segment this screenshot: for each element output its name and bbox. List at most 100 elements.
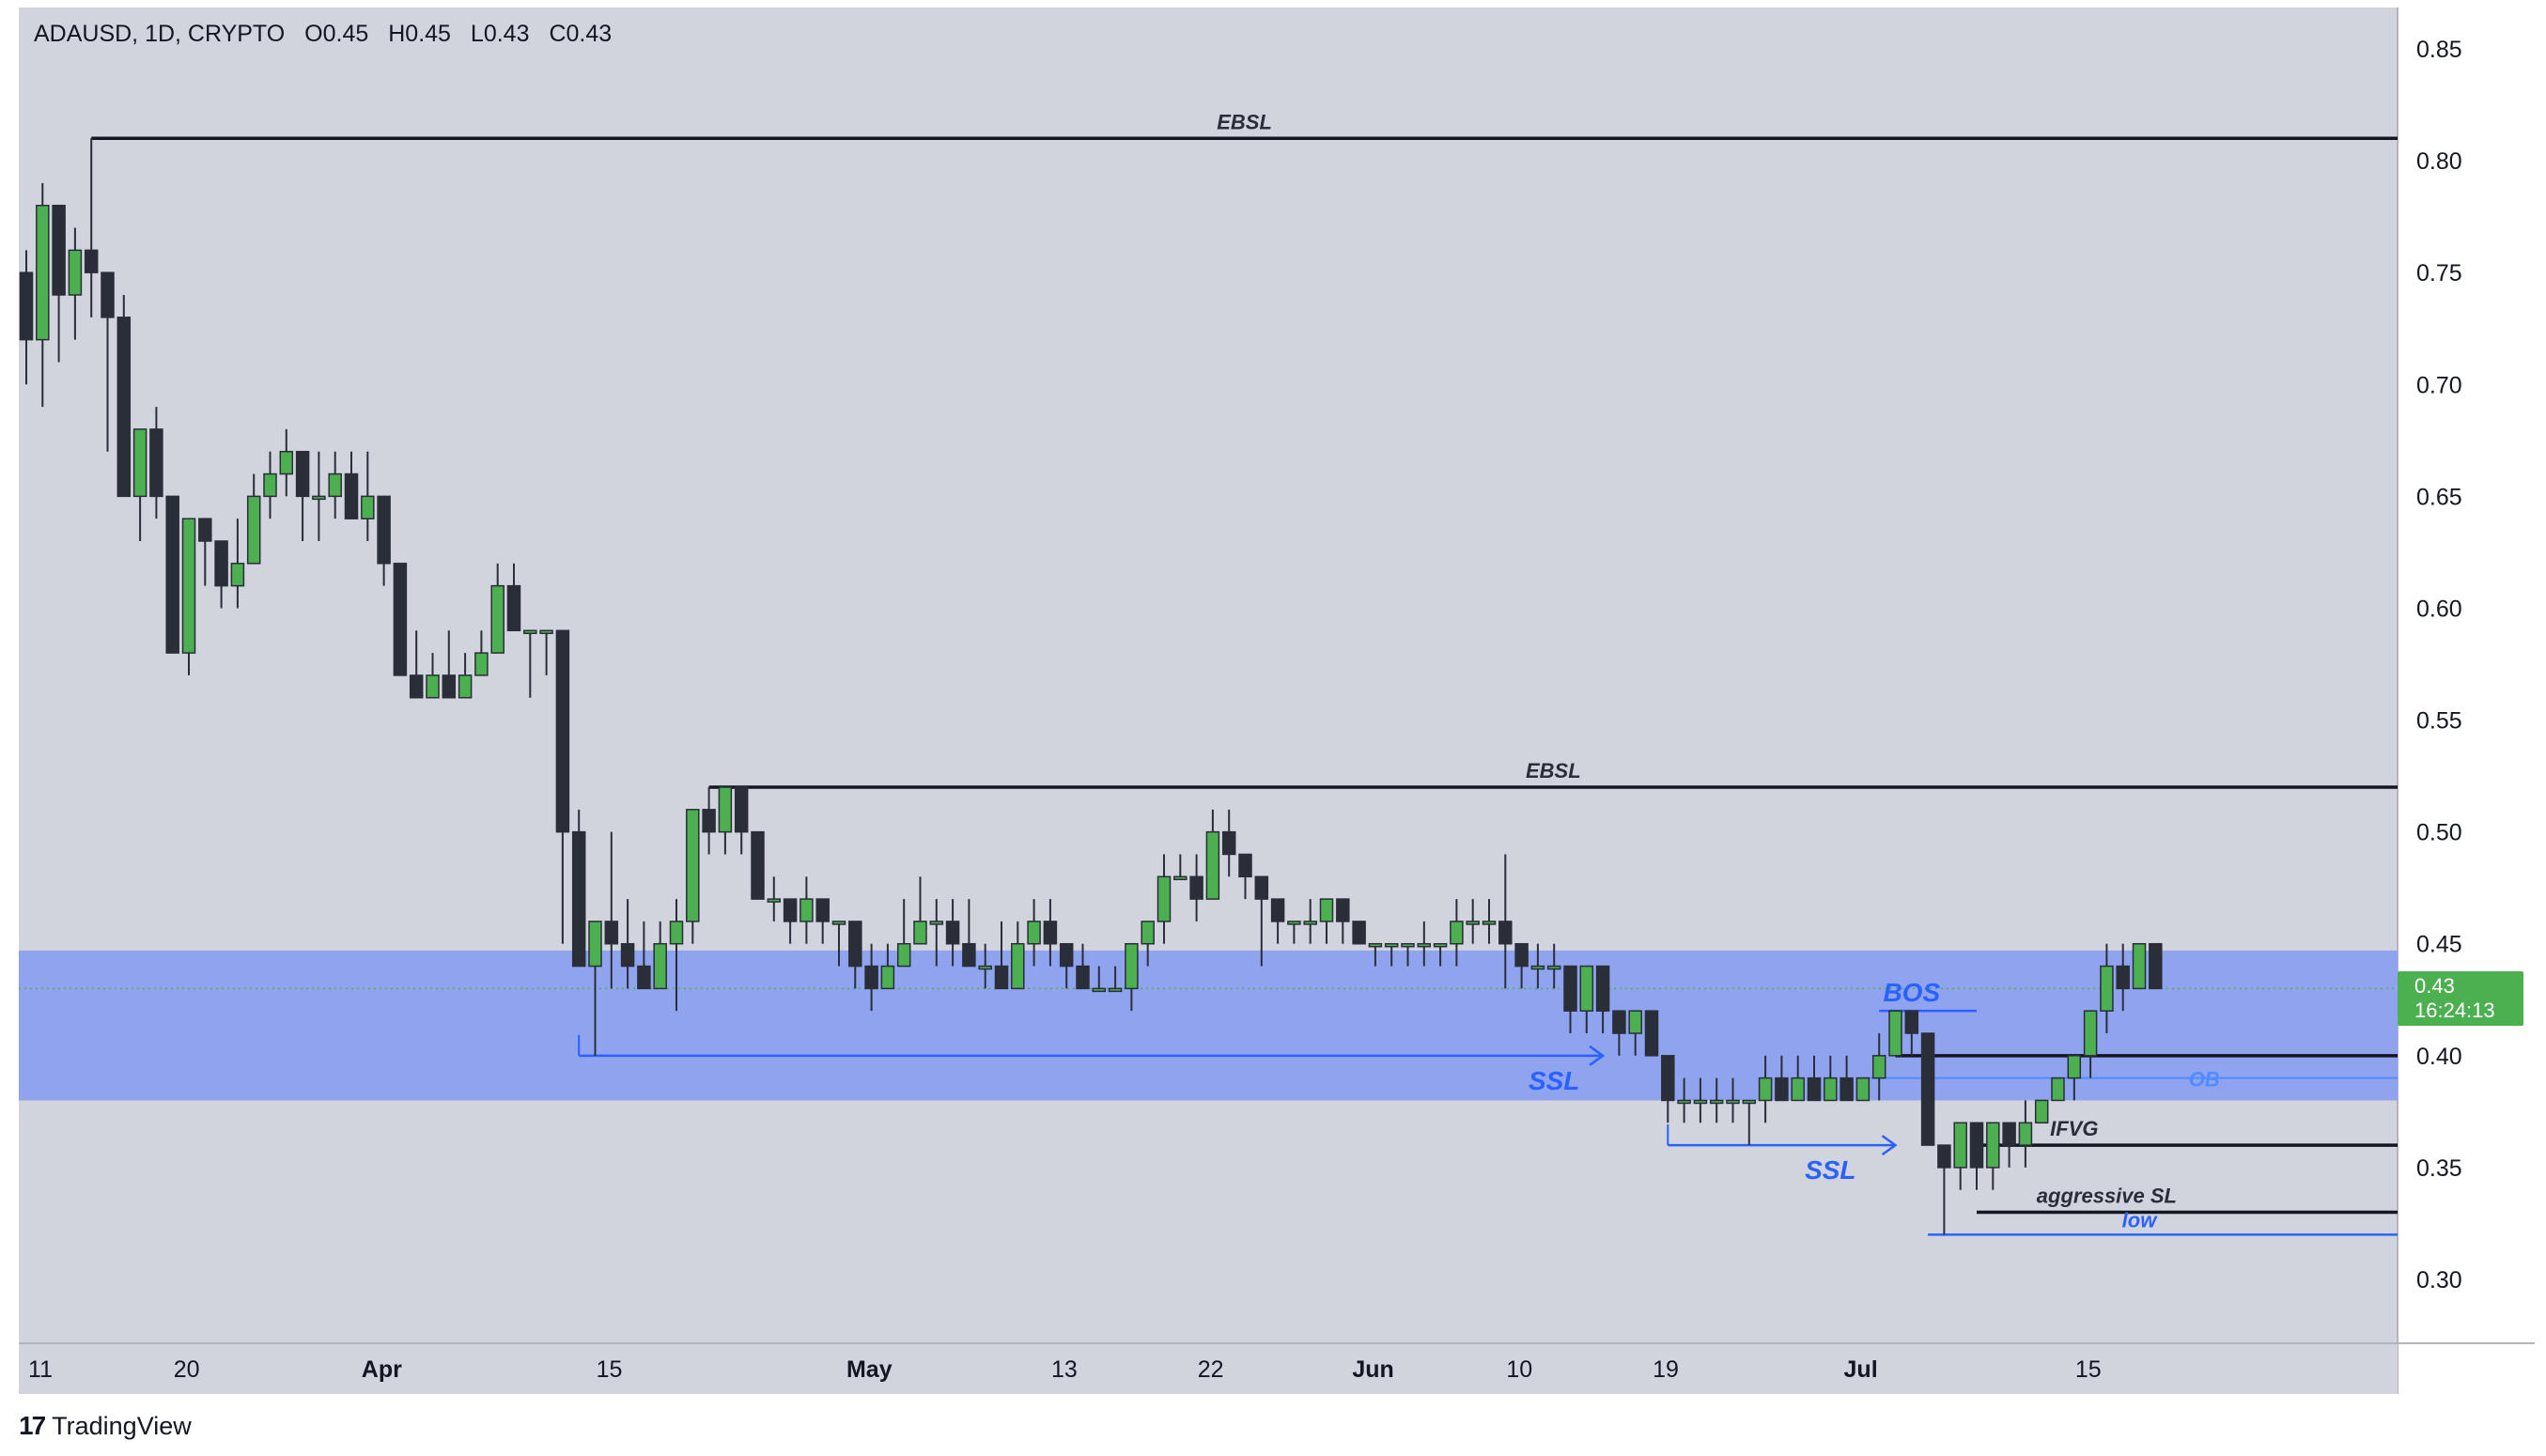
ssl-arrow-2 (1589, 1045, 1606, 1066)
high-label: H (388, 21, 406, 47)
candle-body-up (1758, 1077, 1773, 1102)
annotation-label-6[interactable]: OB (2189, 1068, 2220, 1092)
candle-body-up (1287, 921, 1301, 925)
candle-body-up (1450, 921, 1464, 945)
candle-body-down (214, 540, 228, 587)
candle-body-down (1644, 1010, 1659, 1057)
order-block-zone (19, 950, 2398, 1101)
candle-body-up (1693, 1099, 1708, 1105)
candle-body-down (101, 271, 115, 318)
candle-body-down (1189, 875, 1203, 900)
candle-body-down (165, 495, 179, 654)
candle-body-up (653, 942, 667, 990)
annotation-label-0[interactable]: EBSL (1217, 110, 1272, 133)
symbol-name: ADAUSD, 1D, CRYPTO (34, 21, 286, 47)
annotation-label-7[interactable]: IFVG (2050, 1117, 2098, 1140)
annotation-label-9[interactable]: low (2122, 1208, 2159, 1231)
candle-body-down (1352, 921, 1366, 945)
candle-body-up (312, 495, 326, 501)
candle-body-up (246, 495, 261, 565)
candle-body-up (2034, 1099, 2049, 1124)
annotation-label-1[interactable]: EBSL (1526, 759, 1581, 782)
annotation-label-4[interactable]: BOS (1883, 978, 1940, 1007)
candle-body-down (604, 921, 619, 945)
candle-body-down (442, 674, 457, 699)
bar-countdown: 16:24:13 (2414, 999, 2495, 1022)
candle-body-down (1563, 965, 1577, 1012)
candle-body-up (686, 809, 700, 922)
candle-body-down (1238, 853, 1252, 878)
candle-body-down (1043, 921, 1058, 945)
brand-name: TradingView (52, 1411, 192, 1440)
price-tick-label: 0.35 (2416, 1155, 2462, 1182)
candle-body-up (1027, 921, 1041, 945)
candle-body-down (2116, 965, 2130, 990)
candle-body-down (1920, 1032, 1935, 1146)
price-axis-background[interactable] (2398, 8, 2535, 1343)
candle-body-up (913, 921, 927, 945)
annotation-label-8[interactable]: aggressive SL (2037, 1185, 2177, 1208)
candle-body-down (1904, 1010, 1919, 1034)
candle-body-down (994, 965, 1009, 990)
tradingview-brand[interactable]: 17 TradingView (19, 1411, 192, 1441)
close-value: 0.43 (566, 21, 613, 47)
time-tick-label: May (846, 1356, 893, 1383)
open-label: O (304, 21, 323, 47)
candle-body-up (2018, 1122, 2033, 1146)
candle-body-up (361, 495, 375, 519)
candle-body-up (831, 921, 846, 925)
symbol-legend[interactable]: ADAUSD, 1D, CRYPTO O0.45 H0.45 L0.43 C0.… (34, 21, 612, 48)
current-price-tag: 0.43 16:24:13 (2398, 971, 2523, 1026)
candle-body-up (1791, 1077, 1805, 1102)
candle-body-up (718, 786, 733, 833)
candle-body-up (230, 563, 245, 587)
candle-body-down (555, 629, 570, 833)
candle-body-up (474, 652, 489, 676)
time-tick-label: Jul (1844, 1356, 1878, 1383)
price-tick-label: 0.85 (2416, 37, 2462, 63)
candle-body-down (864, 965, 878, 990)
candle-body-down (1595, 965, 1610, 1012)
price-tick-label: 0.80 (2416, 148, 2462, 175)
time-tick-label: 15 (597, 1356, 623, 1383)
candle-body-up (2132, 942, 2147, 990)
time-tick-label: Apr (362, 1356, 402, 1383)
candle-body-up (1709, 1099, 1724, 1105)
candle-body-up (36, 204, 50, 341)
candle-body-down (19, 271, 34, 341)
candle-body-up (1433, 942, 1448, 948)
candle-body-down (783, 898, 798, 922)
time-tick-label: 13 (1051, 1356, 1078, 1383)
candle-body-down (1221, 830, 1236, 856)
time-tick-label: 11 (28, 1356, 53, 1383)
candle-body-down (198, 518, 212, 542)
time-axis-background[interactable] (19, 1344, 2398, 1394)
price-tick-label: 0.55 (2416, 708, 2462, 735)
candle-body-up (523, 629, 537, 635)
candle-body-up (1466, 921, 1480, 925)
candle-body-up (1871, 1055, 1886, 1079)
candle-body-up (2051, 1077, 2065, 1102)
candle-body-up (1726, 1099, 1740, 1105)
annotation-label-2[interactable]: SSL (1529, 1066, 1579, 1095)
candle-body-up (1742, 1099, 1757, 1105)
candle-body-up (2100, 965, 2114, 1012)
candle-body-up (1384, 942, 1399, 948)
order-block-zone-layer (19, 950, 2398, 1101)
candle-body-up (1824, 1077, 1838, 1102)
price-tick-label: 0.75 (2416, 260, 2462, 287)
candle-body-up (1368, 942, 1383, 948)
time-tick-label: 10 (1506, 1356, 1532, 1383)
candle-body-down (734, 786, 749, 833)
candle-body-up (1546, 965, 1561, 970)
candle-body-up (1628, 1010, 1642, 1034)
low-value: 0.43 (483, 21, 530, 47)
candle-body-down (571, 830, 586, 968)
price-tick-label: 0.60 (2416, 596, 2462, 622)
candle-body-down (116, 317, 132, 498)
time-axis-ticks: 11 20 Apr 15 May 13 22 Jun 10 19 Jul 15 (28, 1356, 2102, 1383)
candle-body-up (1108, 987, 1123, 993)
candle-body-down (1937, 1144, 1951, 1169)
annotation-label-3[interactable]: SSL (1805, 1155, 1855, 1185)
